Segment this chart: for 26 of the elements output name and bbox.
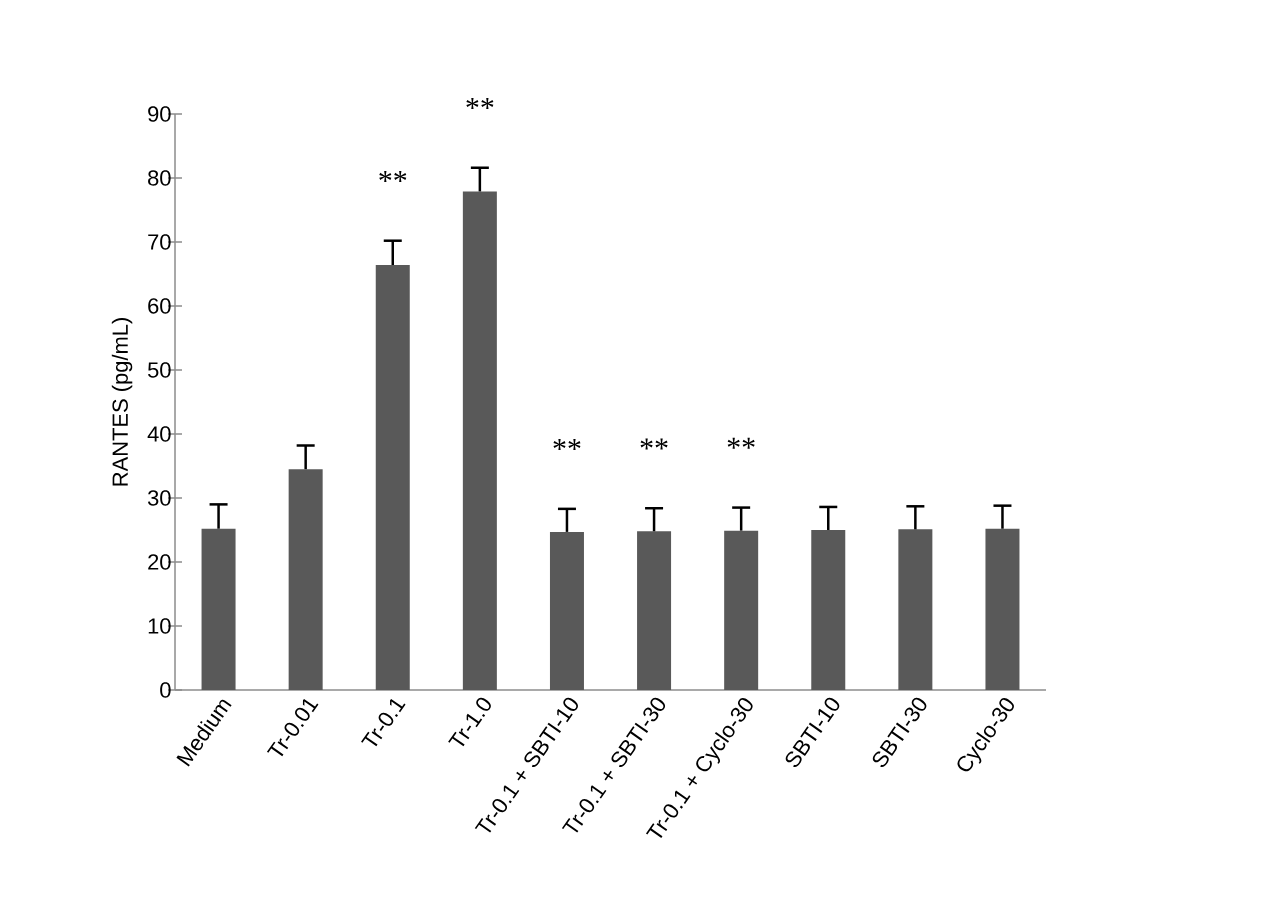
- bar: [898, 529, 933, 690]
- y-tick-label: 50: [147, 362, 171, 378]
- y-tick-label: 40: [147, 426, 171, 442]
- annotation: **: [553, 439, 581, 451]
- annotation: **: [727, 437, 755, 449]
- bar: [637, 531, 672, 690]
- y-tick-label: 10: [148, 618, 171, 634]
- bar: [549, 531, 584, 690]
- y-tick-label: 20: [148, 554, 171, 570]
- bar: [462, 191, 497, 690]
- bar: [724, 530, 759, 690]
- y-tick-label: 30: [147, 490, 171, 506]
- y-tick-label: 60: [148, 298, 171, 314]
- y-tick-label: 0: [160, 682, 171, 698]
- bar: [375, 265, 410, 690]
- bar: [201, 528, 236, 690]
- y-tick-label: 80: [148, 170, 171, 186]
- y-axis-title: RANTES (pg/mL): [111, 318, 133, 486]
- annotation: **: [379, 170, 407, 182]
- bar: [288, 469, 323, 690]
- y-tick-label: 70: [148, 234, 171, 250]
- annotation: **: [466, 97, 494, 109]
- bar: [811, 529, 846, 690]
- bar: [985, 528, 1020, 690]
- annotation: **: [640, 438, 668, 450]
- y-tick-label: 90: [148, 106, 171, 122]
